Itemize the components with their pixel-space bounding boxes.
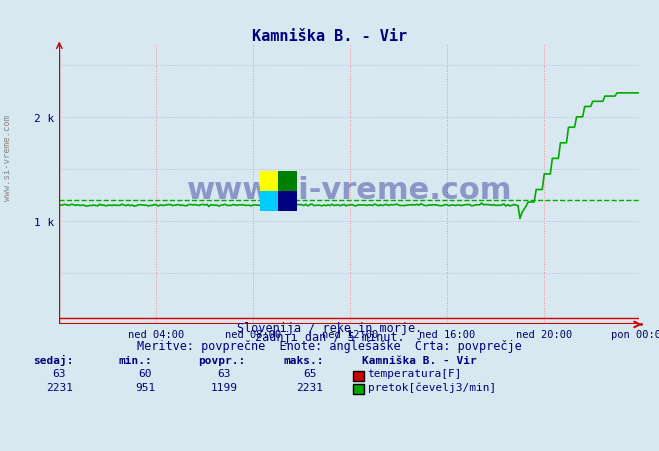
Text: Kamniška B. - Vir: Kamniška B. - Vir bbox=[362, 355, 477, 365]
Bar bbox=[279, 171, 297, 192]
Text: 63: 63 bbox=[217, 368, 231, 378]
Text: temperatura[F]: temperatura[F] bbox=[368, 368, 462, 378]
Text: maks.:: maks.: bbox=[283, 355, 324, 365]
Text: 63: 63 bbox=[53, 368, 66, 378]
Text: 60: 60 bbox=[138, 368, 152, 378]
Bar bbox=[279, 192, 297, 212]
Text: Slovenija / reke in morje.: Slovenija / reke in morje. bbox=[237, 322, 422, 335]
Text: sedaj:: sedaj: bbox=[33, 354, 73, 365]
Text: Kamniška B. - Vir: Kamniška B. - Vir bbox=[252, 29, 407, 44]
Text: zadnji dan / 5 minut.: zadnji dan / 5 minut. bbox=[254, 331, 405, 344]
Text: min.:: min.: bbox=[119, 355, 152, 365]
Text: povpr.:: povpr.: bbox=[198, 355, 245, 365]
Text: 1199: 1199 bbox=[211, 382, 237, 392]
Text: www.si-vreme.com: www.si-vreme.com bbox=[186, 176, 512, 205]
Text: 65: 65 bbox=[303, 368, 316, 378]
Text: Meritve: povprečne  Enote: anglešaške  Črta: povprečje: Meritve: povprečne Enote: anglešaške Črt… bbox=[137, 337, 522, 353]
Bar bbox=[260, 171, 279, 192]
Text: 2231: 2231 bbox=[46, 382, 72, 392]
Text: 2231: 2231 bbox=[297, 382, 323, 392]
Text: 951: 951 bbox=[135, 382, 155, 392]
Text: www.si-vreme.com: www.si-vreme.com bbox=[3, 115, 13, 201]
Text: pretok[čevelj3/min]: pretok[čevelj3/min] bbox=[368, 382, 496, 392]
Bar bbox=[260, 192, 279, 212]
